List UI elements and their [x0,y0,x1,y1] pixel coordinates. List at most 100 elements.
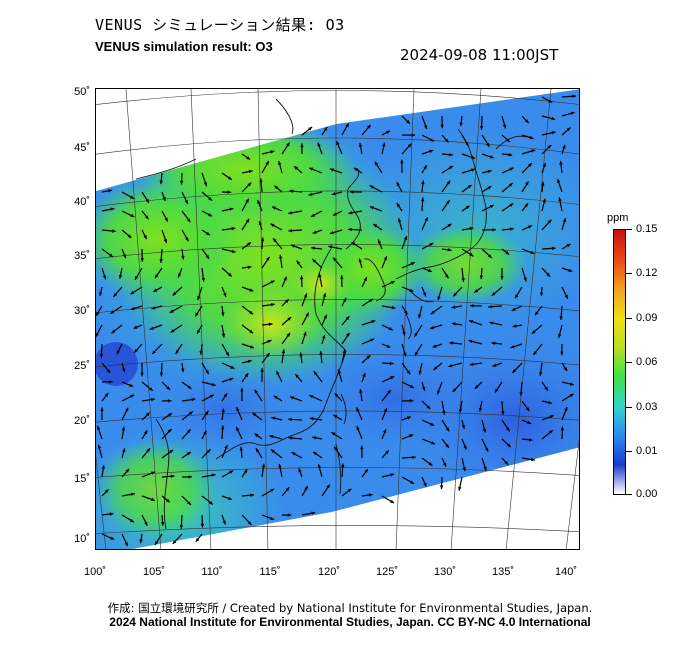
wind-arrow-head [409,399,414,403]
lon-label-110: 110˚ [201,566,223,578]
wind-arrow-head [130,518,134,523]
colorbar-label-0.00: 0.00 [636,488,658,500]
wind-arrow-head [445,427,450,432]
wind-arrow-head [164,217,168,222]
wind-arrow-head [323,314,327,319]
wind-arrow-head [527,420,532,424]
wind-arrow-head [139,539,143,544]
wind-arrow-head [145,215,149,220]
wind-arrow-head [209,394,214,398]
wind-arrow-head [471,168,475,172]
wind-arrow-head [229,207,234,211]
wind-arrow-head [319,351,323,355]
wind-arrow-head [491,341,496,345]
wind-arrow-head [169,309,174,313]
lon-label-135: 135˚ [491,566,515,578]
wind-arrow-head [150,471,155,475]
wind-arrow-head [273,395,278,400]
wind-arrow-head [240,387,244,392]
lat-label-25: 25˚ [74,360,90,372]
wind-arrow-head [172,291,177,296]
wind-arrow-head [489,321,494,325]
wind-arrow-head [223,393,228,398]
wind-arrow-head [328,245,333,249]
lon-label-130: 130˚ [433,566,457,578]
wind-arrow-head [243,469,248,474]
wind-arrow-head [323,127,328,131]
wind-arrow-head [206,231,210,236]
wind-arrow-head [248,169,253,174]
wind-arrow-head [166,386,171,390]
wind-arrow-head [152,350,156,354]
colorbar-label-0.01: 0.01 [636,445,658,457]
wind-arrow-head [269,434,274,439]
wind-arrow-head [167,429,172,433]
wind-arrow-head [221,408,225,413]
wind-arrow-head [288,417,292,422]
wind-arrow-head [492,228,496,232]
wind-arrow-head [144,521,148,526]
wind-arrow-head [492,363,497,367]
wind-arrow-head [284,299,289,303]
wind-arrow-head [369,298,373,303]
wind-arrow-head [246,156,251,160]
wind-arrow-head [524,119,529,123]
wind-arrow-head [187,385,192,389]
wind-arrow-head [560,426,565,431]
wind-arrow-head [296,260,301,265]
wind-arrow-head [288,211,293,215]
wind-arrow-head [479,275,484,280]
forecast-datetime: 2024-09-08 11:00JST [400,46,559,64]
wind-arrow-head [530,250,535,254]
wind-arrow-head [345,123,349,128]
wind-arrow-head [153,288,158,292]
wind-arrow-head [548,99,553,103]
wind-arrow-head [531,457,535,462]
wind-arrow-head [159,372,164,377]
wind-vectors [96,94,577,547]
wind-arrow-head [247,265,252,269]
wind-arrow-head [186,429,191,434]
wind-arrow-head [546,272,551,277]
wind-arrow-head [270,150,275,154]
wind-arrow-head [331,432,336,436]
wind-arrow-head [449,341,454,345]
wind-arrow-head [311,213,315,217]
wind-arrow-head [130,213,135,217]
wind-arrow-head [110,207,115,211]
lon-label-100: 100˚ [83,566,107,578]
wind-arrow-head [99,292,103,296]
wind-arrow-head [551,246,556,251]
wind-arrow-head [134,348,138,353]
wind-arrow-head [452,388,457,392]
wind-arrow-head [377,239,382,244]
wind-arrow-head [96,332,99,337]
wind-arrow-head [398,218,402,223]
wind-arrow-head [155,274,159,279]
wind-arrow-head [151,397,155,402]
wind-arrow-head [140,372,144,377]
wind-arrow-head [326,484,330,489]
wind-arrow-head [423,482,427,487]
wind-arrow-head [220,425,225,430]
wind-arrow-head [348,227,352,232]
wind-arrow-head [317,464,322,469]
wind-arrow-head [488,305,492,309]
wind-arrow-head [390,376,395,380]
wind-arrow-head [515,294,519,299]
wind-arrow-head [298,468,302,473]
wind-arrow-head [418,314,422,319]
wind-arrow-head [430,422,435,426]
wind-arrow-head [333,257,337,262]
wind-arrow-head [249,345,254,349]
wind-arrow-head [440,124,444,129]
colorbar-tick [626,407,632,408]
wind-arrow-head [270,280,275,284]
wind-arrow-head [369,185,374,189]
wind-arrow-head [562,144,566,149]
wind-arrow-head [286,332,291,337]
wind-arrow-head [539,372,543,376]
wind-arrow-head [187,501,191,505]
wind-arrow-head [474,289,479,293]
wind-arrow-head [483,466,487,471]
